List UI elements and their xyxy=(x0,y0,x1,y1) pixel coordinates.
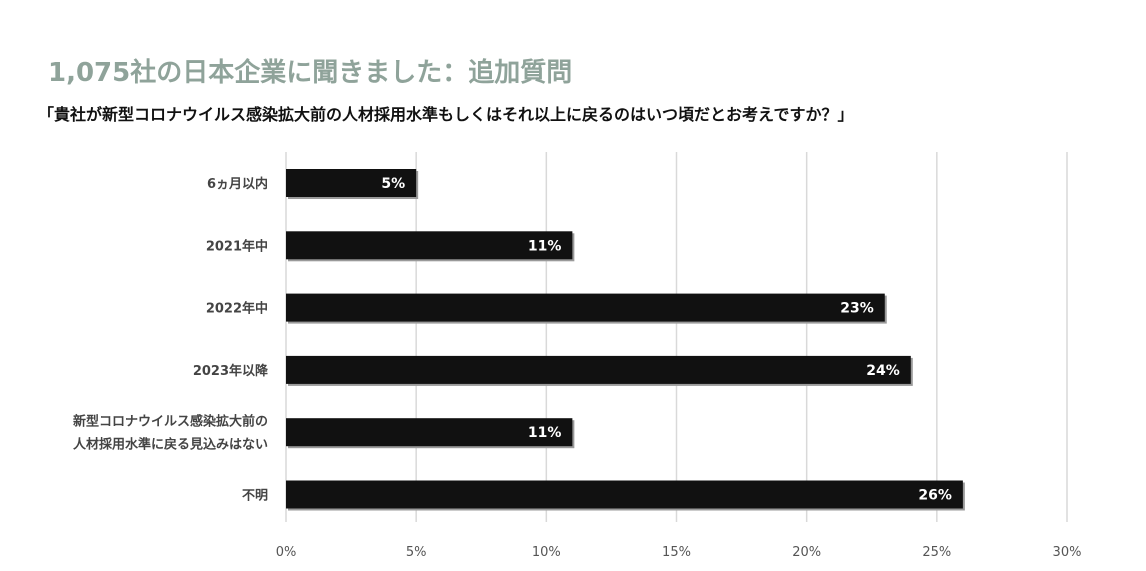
category-label: 新型コロナウイルス感染拡大前の xyxy=(73,414,268,430)
x-tick-label: 20% xyxy=(792,545,821,560)
x-tick-label: 15% xyxy=(662,545,691,560)
data-label: 11% xyxy=(528,425,562,441)
category-label: 2022年中 xyxy=(206,301,268,317)
bar xyxy=(286,231,573,260)
data-label: 26% xyxy=(918,488,952,504)
data-label: 23% xyxy=(840,301,874,317)
x-tick-label: 25% xyxy=(922,545,951,560)
bar xyxy=(286,169,417,197)
bar xyxy=(286,293,885,322)
x-tick-label: 5% xyxy=(406,545,427,560)
data-label: 11% xyxy=(528,238,562,254)
x-tick-label: 0% xyxy=(276,545,297,560)
data-label: 5% xyxy=(381,176,405,192)
chart-subtitle: 「貴社が新型コロナウイルス感染拡大前の人材採用水準もしくはそれ以上に戻るのはいつ… xyxy=(38,105,854,124)
bar xyxy=(286,480,963,509)
bar xyxy=(286,418,573,447)
category-label: 2023年以降 xyxy=(193,363,269,379)
category-label: 6ヵ月以内 xyxy=(207,176,268,192)
category-label: 不明 xyxy=(242,489,268,504)
x-tick-label: 10% xyxy=(532,545,561,560)
chart-title: 1,075社の日本企業に聞きました：追加質問 xyxy=(48,58,573,88)
bar xyxy=(286,355,911,384)
category-label: 人材採用水準に戻る見込みはない xyxy=(73,437,268,453)
x-tick-label: 30% xyxy=(1053,545,1082,560)
data-label: 24% xyxy=(866,363,900,379)
category-label: 2021年中 xyxy=(206,238,268,254)
